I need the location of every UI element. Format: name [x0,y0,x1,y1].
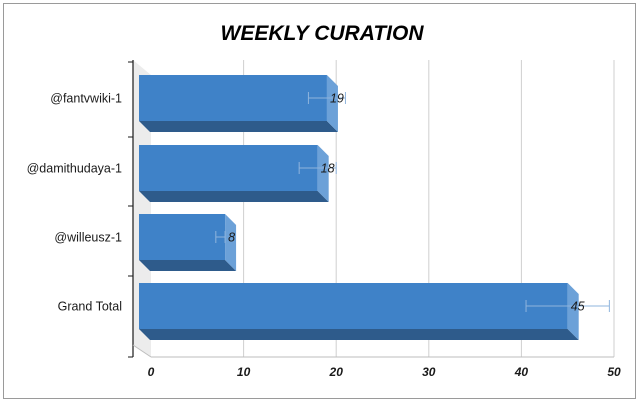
bar-3: 45 [139,283,610,340]
value-label-2: 8 [228,231,235,245]
side-wall [133,60,151,357]
bar-bottom-face-3 [139,329,579,340]
bar-bottom-face-2 [139,260,237,271]
chart-title: WEEKLY CURATION [221,22,425,45]
x-tick-label-4: 40 [514,365,529,379]
bar-bottom-face-0 [139,121,338,132]
bar-bottom-face-1 [139,191,329,202]
bar-0: 19 [139,75,346,132]
category-label-1: @damithudaya-1 [27,162,122,176]
floor-edge [132,344,152,358]
value-label-0: 19 [330,92,344,106]
bar-front-face-3 [139,283,568,329]
bar-side-face-1 [317,145,329,202]
axes [128,60,614,358]
back-wall [133,60,151,357]
bar-front-face-2 [139,214,226,260]
category-label-2: @willeusz-1 [54,231,122,245]
x-tick-label-5: 50 [607,365,621,379]
x-tick-label-1: 10 [237,365,251,379]
value-label-1: 18 [321,162,335,176]
bar-side-face-0 [326,75,338,132]
x-tick-label-2: 20 [329,365,344,379]
bar-1: 18 [139,145,337,202]
value-label-3: 45 [571,300,585,314]
bar-side-face-2 [225,214,237,271]
x-tick-label-0: 0 [148,365,155,379]
bar-front-face-0 [139,75,327,121]
x-tick-labels: 0 10 20 30 40 50 [148,365,621,379]
bar-front-face-1 [139,145,318,191]
category-label-3: Grand Total [58,300,122,314]
bar-2: 8 [139,214,237,271]
x-tick-label-3: 30 [422,365,436,379]
category-label-0: @fantvwiki-1 [50,92,122,106]
bars: 19 18 8 45 [139,75,610,340]
bar-side-face-3 [567,283,579,340]
category-labels: @fantvwiki-1 @damithudaya-1 @willeusz-1 Gra… [27,92,122,314]
